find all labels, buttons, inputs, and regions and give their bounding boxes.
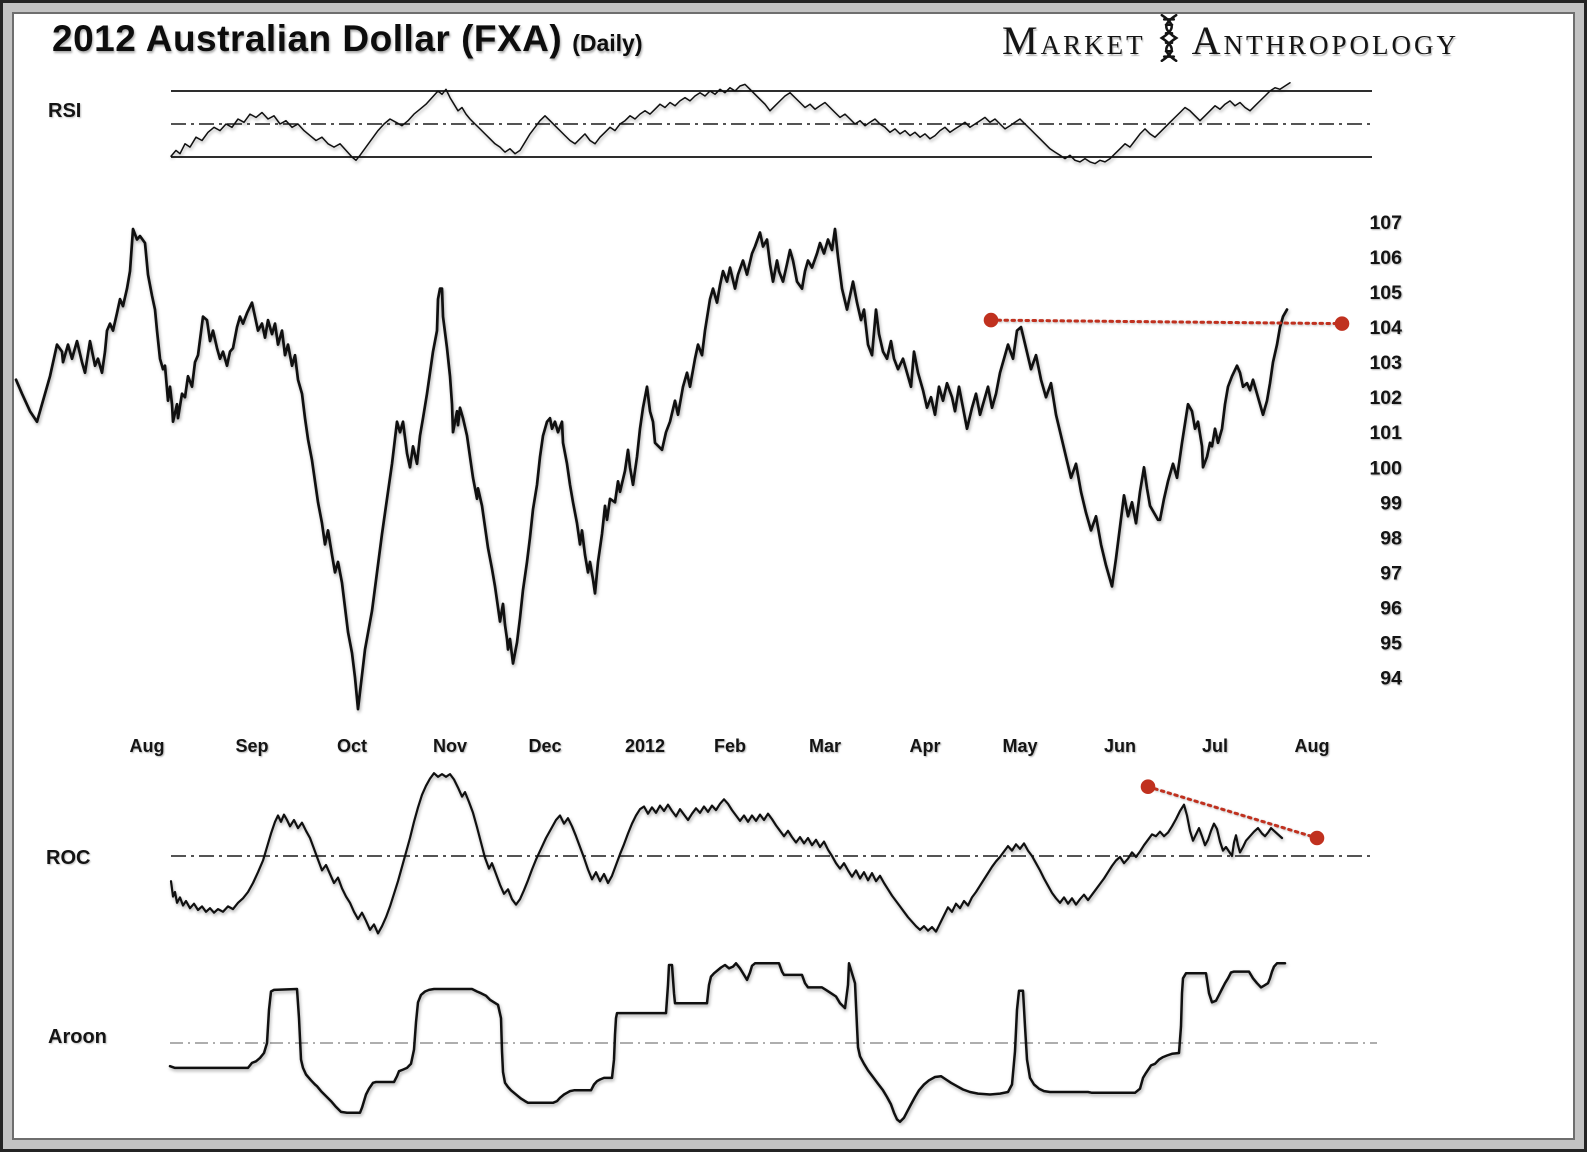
price-tick-8: 99	[1380, 492, 1402, 514]
price-tick-11: 96	[1380, 597, 1402, 619]
aroon-line	[168, 962, 1287, 1124]
month-label-8: Apr	[910, 736, 941, 756]
aroon-label: Aroon	[48, 1026, 107, 1048]
rsi-line	[170, 82, 1291, 165]
price-tick-5: 102	[1369, 387, 1402, 409]
price-tick-7: 100	[1369, 457, 1402, 479]
brand-word-market: MARKET	[1002, 18, 1146, 63]
price-trendline	[989, 318, 1344, 326]
month-label-9: May	[1002, 736, 1037, 756]
brand-logo: MARKET ANTHROPOLOGY	[1002, 13, 1459, 67]
roc-trendline	[1146, 785, 1319, 840]
month-label-6: Feb	[714, 736, 746, 756]
page-title-block: 2012 Australian Dollar (FXA) (Daily)	[52, 18, 643, 60]
brand-word-anthropology: ANTHROPOLOGY	[1191, 18, 1459, 63]
roc-trendline-dot-start	[1140, 779, 1156, 794]
price-tick-10: 97	[1380, 562, 1402, 584]
roc-line	[169, 772, 1284, 935]
page-title: 2012 Australian Dollar (FXA)	[52, 18, 563, 59]
price-tick-2: 105	[1369, 282, 1402, 304]
month-label-1: Sep	[235, 736, 268, 756]
month-label-0: Aug	[130, 736, 165, 756]
price-trendline-dot-end	[1334, 316, 1350, 331]
price-tick-0: 107	[1369, 212, 1402, 234]
price-tick-6: 101	[1369, 422, 1402, 444]
roc-trendline-dot-end	[1309, 830, 1325, 846]
month-label-3: Nov	[433, 736, 467, 756]
price-tick-1: 106	[1369, 247, 1402, 269]
price-tick-9: 98	[1380, 527, 1402, 549]
page-subtitle: (Daily)	[572, 30, 643, 56]
price-trendline-dot-start	[983, 312, 999, 328]
price-tick-12: 95	[1380, 633, 1402, 655]
price-tick-13: 94	[1380, 668, 1402, 690]
month-label-5: 2012	[625, 736, 665, 756]
month-label-11: Jul	[1202, 736, 1228, 756]
dna-helix-icon	[1154, 13, 1184, 67]
price-tick-3: 104	[1369, 317, 1402, 339]
month-label-4: Dec	[528, 736, 561, 756]
month-label-10: Jun	[1104, 736, 1136, 756]
roc-label: ROC	[46, 847, 90, 869]
month-label-12: Aug	[1295, 736, 1330, 756]
month-label-7: Mar	[809, 736, 841, 756]
rsi-label: RSI	[48, 100, 81, 122]
month-label-2: Oct	[337, 736, 367, 756]
price-tick-4: 103	[1369, 352, 1402, 374]
price-line	[14, 227, 1289, 711]
